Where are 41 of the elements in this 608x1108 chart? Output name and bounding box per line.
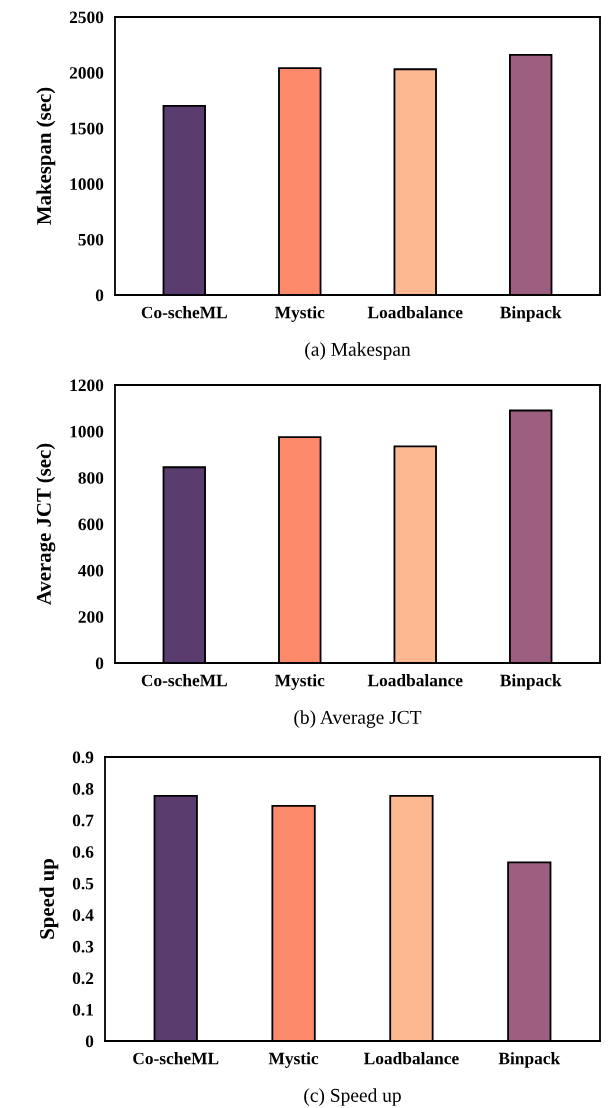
y-tick-label: 1000	[70, 425, 104, 438]
y-tick-label: 600	[78, 518, 104, 531]
y-tick-label: 0.1	[72, 1003, 93, 1016]
y-tick-label: 400	[78, 564, 104, 577]
x-tick-label: Mystic	[268, 1052, 319, 1068]
x-tick-label: Co-scheML	[141, 306, 227, 319]
y-tick-label: 0.5	[72, 877, 94, 890]
x-tick-label: Co-scheML	[133, 1052, 219, 1065]
x-tick-label: Loadbalance	[367, 306, 463, 319]
text: (b) Average JCT	[294, 710, 422, 728]
y-tick-label: 200	[78, 611, 104, 623]
y-tick-label: 0.3	[72, 940, 94, 953]
x-tick-label: Loadbalance	[367, 674, 463, 687]
y-axis-title: Average JCT (sec)	[36, 443, 56, 605]
x-tick-label: Binpack	[500, 674, 562, 690]
y-tick-label: 0.6	[72, 846, 94, 858]
x-tick-label: Binpack	[498, 1052, 561, 1068]
y-tick-label: 1500	[70, 122, 104, 135]
y-tick-label: 800	[78, 472, 104, 484]
y-tick-label: 0	[85, 1035, 94, 1048]
x-tick-label: Mystic	[274, 674, 325, 690]
y-tick-label: 1200	[70, 379, 104, 392]
y-axis-title: Makespan (sec)	[36, 87, 56, 225]
y-tick-label: 500	[78, 233, 104, 246]
y-tick-label: 0	[95, 289, 104, 302]
x-tick-label: Mystic	[274, 306, 325, 322]
y-tick-label: 2000	[69, 67, 104, 79]
y-tick-label: 1000	[70, 178, 104, 190]
y-tick-label: 0	[95, 657, 104, 670]
y-tick-label: 2500	[69, 11, 104, 24]
y-tick-label: 0.2	[72, 972, 94, 985]
x-tick-label: Binpack	[500, 306, 562, 322]
x-tick-label: Loadbalance	[363, 1052, 459, 1065]
y-axis-title: Speed up	[39, 859, 59, 939]
text: (c) Speed up	[304, 1088, 401, 1106]
y-tick-label: 0.8	[72, 783, 94, 795]
x-tick-label: Co-scheML	[141, 674, 227, 687]
y-tick-label: 0.4	[72, 909, 94, 922]
y-tick-label: 0.9	[72, 751, 94, 764]
text: (a) Makespan	[305, 342, 411, 360]
y-tick-label: 0.7	[72, 814, 94, 827]
